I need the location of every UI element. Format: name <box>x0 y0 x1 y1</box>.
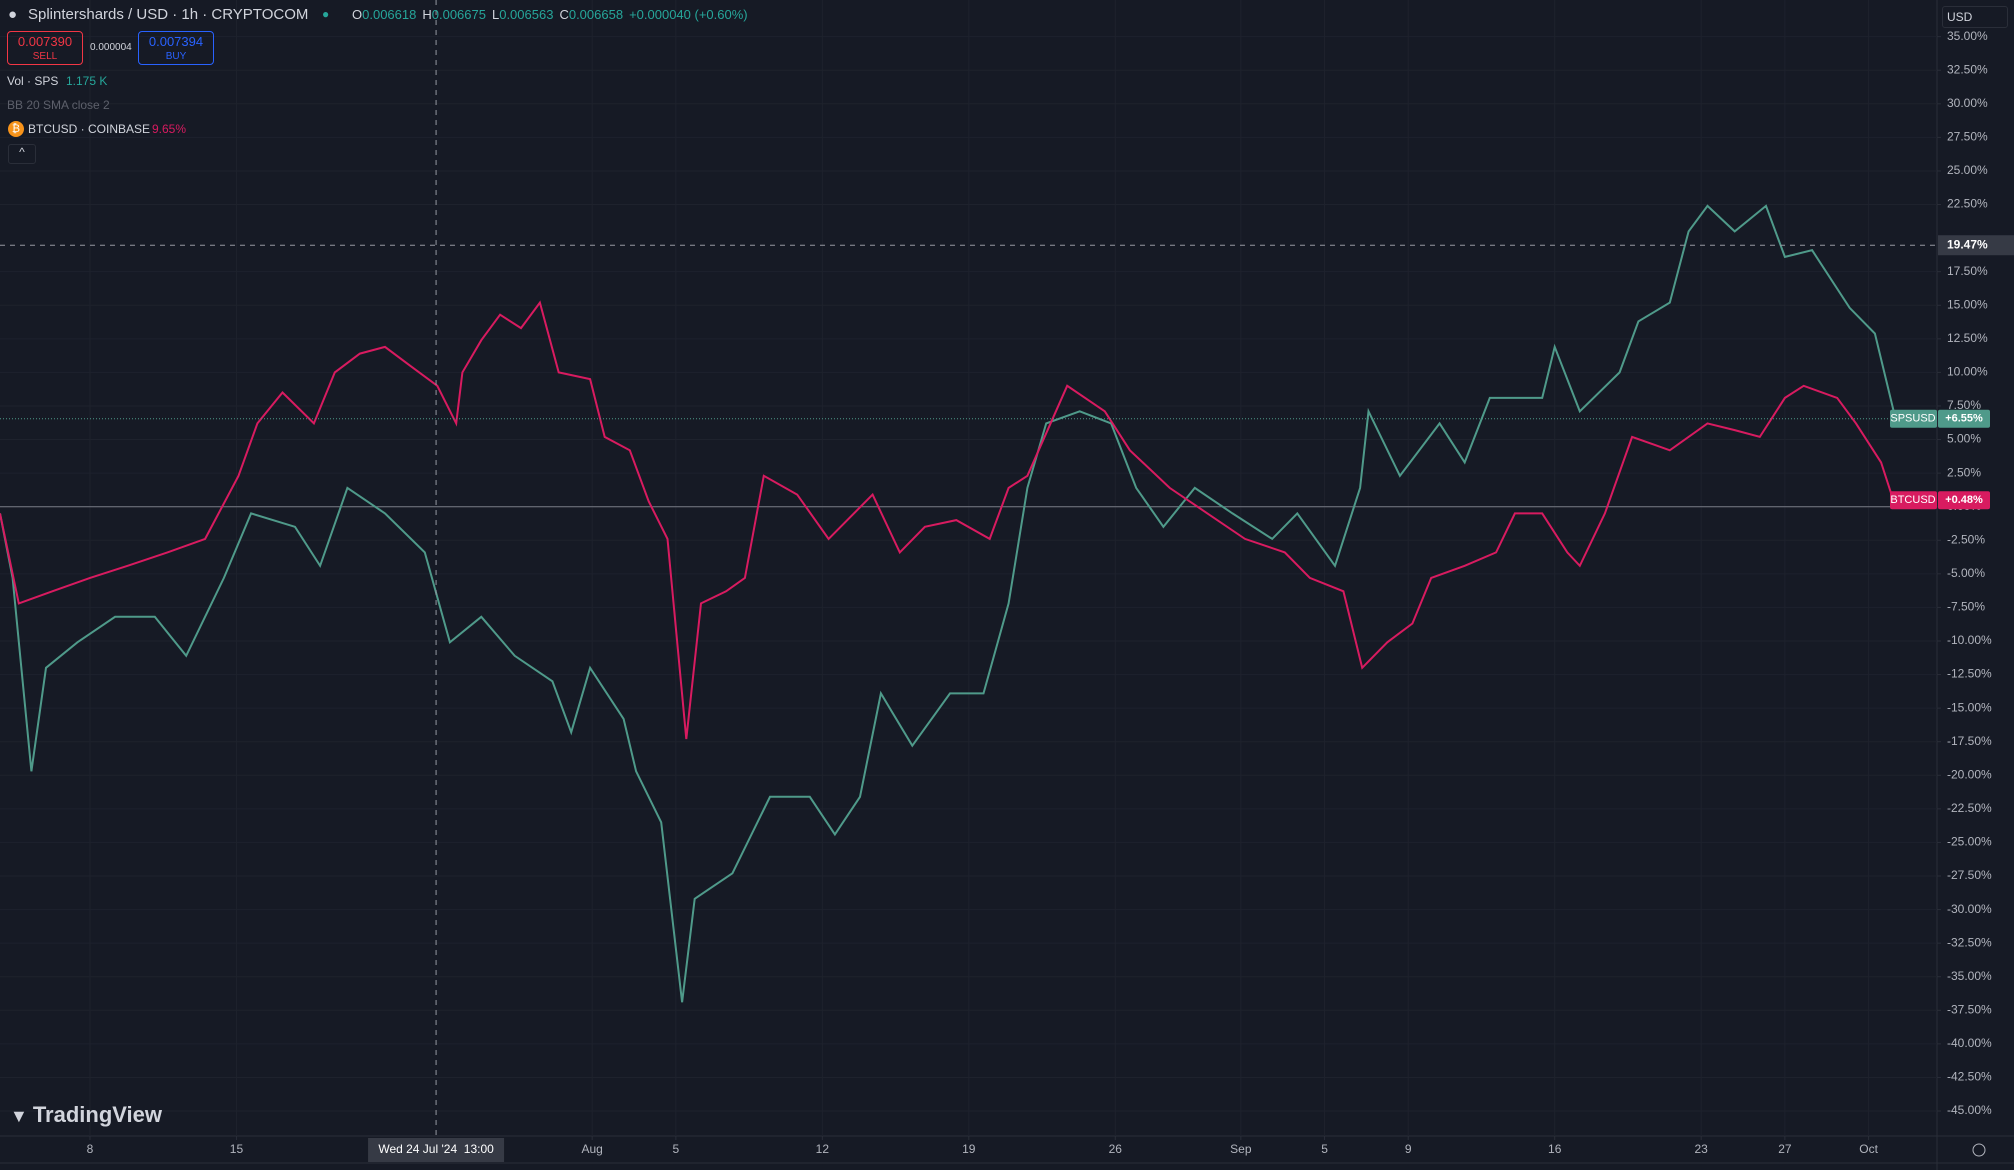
ohlc-value: 0.006618 <box>362 7 417 22</box>
y-tick-label: -15.00% <box>1947 700 1992 714</box>
compare-value: 9.65% <box>152 122 187 136</box>
ohlc-value: 0.006658 <box>568 7 624 22</box>
y-tick-label: 12.50% <box>1947 331 1988 345</box>
buy-button[interactable]: 0.007394 BUY <box>138 31 214 65</box>
last-value: +6.55% <box>1945 413 1983 425</box>
y-tick-label: 22.50% <box>1947 197 1988 211</box>
ohlc-value: 0.006675 <box>431 7 486 22</box>
x-tick-label: 16 <box>1548 1142 1562 1156</box>
sell-button[interactable]: 0.007390 SELL <box>7 31 83 65</box>
volume-value: 1.175 K <box>66 74 108 88</box>
status-dot: ● <box>322 7 330 21</box>
currency-select[interactable]: USD <box>1942 6 2008 28</box>
sell-label: SELL <box>32 51 58 62</box>
y-tick-label: 17.50% <box>1947 264 1988 278</box>
series-line <box>0 300 1921 740</box>
y-tick-label: 7.50% <box>1947 398 1981 412</box>
x-tick-label: 5 <box>673 1142 680 1156</box>
y-tick-label: 30.00% <box>1947 96 1988 110</box>
x-tick-label: 23 <box>1694 1142 1708 1156</box>
y-tick-label: -2.50% <box>1947 532 1985 546</box>
y-tick-label: -12.50% <box>1947 667 1992 681</box>
last-value-badge <box>1938 491 1990 510</box>
x-tick-label: 27 <box>1778 1142 1792 1156</box>
x-tick-label: 15 <box>230 1142 244 1156</box>
last-name-badge <box>1890 409 1937 428</box>
y-tick-label: 32.50% <box>1947 62 1988 76</box>
price-axis <box>1937 0 2014 1170</box>
y-tick-label: -17.50% <box>1947 734 1992 748</box>
settings-button[interactable] <box>1972 1143 1986 1157</box>
y-tick-label: -20.00% <box>1947 767 1992 781</box>
y-tick-label: -45.00% <box>1947 1103 1992 1117</box>
symbol-icon: ● <box>8 6 18 23</box>
crosshair-y-label: 19.47% <box>1947 237 1988 251</box>
x-tick-label: 9 <box>1405 1142 1412 1156</box>
y-tick-label: 10.00% <box>1947 365 1988 379</box>
x-tick-label: 8 <box>87 1142 94 1156</box>
ohlc: O0.006618 H0.006675 L0.006563 C0.006658 +0.0… <box>352 7 748 22</box>
y-tick-label: -30.00% <box>1947 902 1992 916</box>
indicator-label: BB 20 SMA close 2 <box>7 98 110 112</box>
x-tick-label: 26 <box>1109 1142 1123 1156</box>
buy-label: BUY <box>165 51 187 62</box>
logo: ▼ TradingView <box>10 1102 163 1127</box>
last-name: SPSUSD <box>1890 413 1935 425</box>
buy-price: 0.007394 <box>148 34 204 49</box>
y-tick-label: -37.50% <box>1947 1002 1992 1016</box>
x-tick-label: 5 <box>1321 1142 1328 1156</box>
y-tick-label: -32.50% <box>1947 935 1992 949</box>
y-tick-label: -25.00% <box>1947 835 1992 849</box>
series-line <box>0 204 1922 1003</box>
ohlc-key: L <box>491 7 500 22</box>
logo-text: TradingView <box>32 1102 163 1127</box>
crosshair-x-badge <box>368 1138 505 1162</box>
last-name-badge <box>1890 491 1937 510</box>
collapse-button[interactable]: ^ <box>8 144 36 164</box>
crosshair-x-label: Wed 24 Jul '24 13:00 <box>378 1142 494 1156</box>
y-tick-label: 27.50% <box>1947 130 1988 144</box>
y-tick-label: 2.50% <box>1947 465 1981 479</box>
y-tick-label: -7.50% <box>1947 600 1985 614</box>
y-tick-label: -10.00% <box>1947 633 1992 647</box>
volume-label: Vol · SPS <box>7 74 59 88</box>
crosshair-y-badge <box>1938 235 2014 256</box>
last-value-badge <box>1938 409 1990 428</box>
ohlc-key: C <box>559 7 569 22</box>
y-tick-label: -42.50% <box>1947 1070 1992 1084</box>
y-tick-label: -35.00% <box>1947 969 1992 983</box>
y-tick-label: -27.50% <box>1947 868 1992 882</box>
ohlc-value: 0.006563 <box>499 7 554 22</box>
x-tick-label: Aug <box>581 1142 602 1156</box>
ohlc-change: +0.000040 (+0.60%) <box>629 7 748 22</box>
x-tick-label: 12 <box>816 1142 830 1156</box>
btc-icon: ₿ <box>8 121 24 137</box>
compare-label[interactable]: BTCUSD · COINBASE <box>28 122 151 136</box>
x-tick-label: Oct <box>1859 1142 1878 1156</box>
y-tick-label: 25.00% <box>1947 163 1988 177</box>
ohlc-key: O <box>352 7 363 22</box>
last-value: +0.48% <box>1945 494 1983 506</box>
spread: 0.000004 <box>90 42 132 53</box>
last-name: BTCUSD <box>1890 494 1935 506</box>
x-tick-label: 19 <box>962 1142 976 1156</box>
y-tick-label: -22.50% <box>1947 801 1992 815</box>
sell-price: 0.007390 <box>17 34 73 49</box>
x-tick-label: Sep <box>1230 1142 1252 1156</box>
ohlc-key: H <box>422 7 432 22</box>
y-tick-label: -5.00% <box>1947 566 1985 580</box>
y-tick-label: -40.00% <box>1947 1036 1992 1050</box>
symbol-title[interactable]: Splintershards / USD · 1h · CRYPTOCOM <box>28 6 309 23</box>
y-tick-label: 5.00% <box>1947 432 1981 446</box>
y-tick-label: 15.00% <box>1947 297 1988 311</box>
y-tick-label: 35.00% <box>1947 29 1988 43</box>
